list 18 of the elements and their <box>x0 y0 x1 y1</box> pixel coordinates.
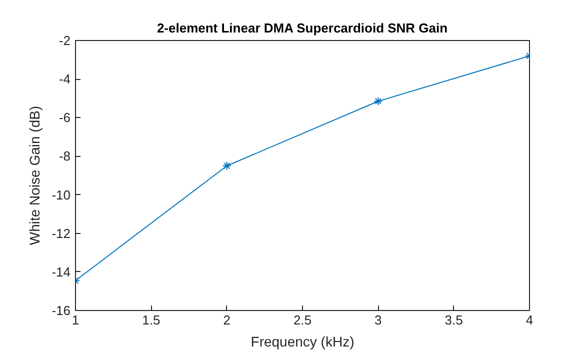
chart-title: 2-element Linear DMA Supercardioid SNR Gain <box>156 20 448 36</box>
x-tick-label: 2.5 <box>293 312 312 328</box>
x-tick-label: 4 <box>526 312 534 328</box>
y-tick-label: -6 <box>58 110 71 126</box>
x-tick-label: 1.5 <box>142 312 160 328</box>
x-axis-title: Frequency (kHz) <box>250 334 354 350</box>
y-tick-label: -2 <box>58 33 71 48</box>
y-tick-label: -4 <box>58 72 71 87</box>
y-tick-label: -12 <box>52 226 71 241</box>
y-tick-label: -16 <box>52 303 71 318</box>
x-tick-label: 3 <box>374 312 382 328</box>
y-tick-label: -8 <box>58 148 71 164</box>
y-axis-title: White Noise Gain (dB) <box>26 106 43 246</box>
y-tick-label: -14 <box>52 264 71 280</box>
y-tick-label: -10 <box>52 187 71 202</box>
x-tick-label: 2 <box>223 312 230 328</box>
x-tick-label: 3.5 <box>444 312 463 328</box>
x-tick-label: 1 <box>72 312 80 328</box>
